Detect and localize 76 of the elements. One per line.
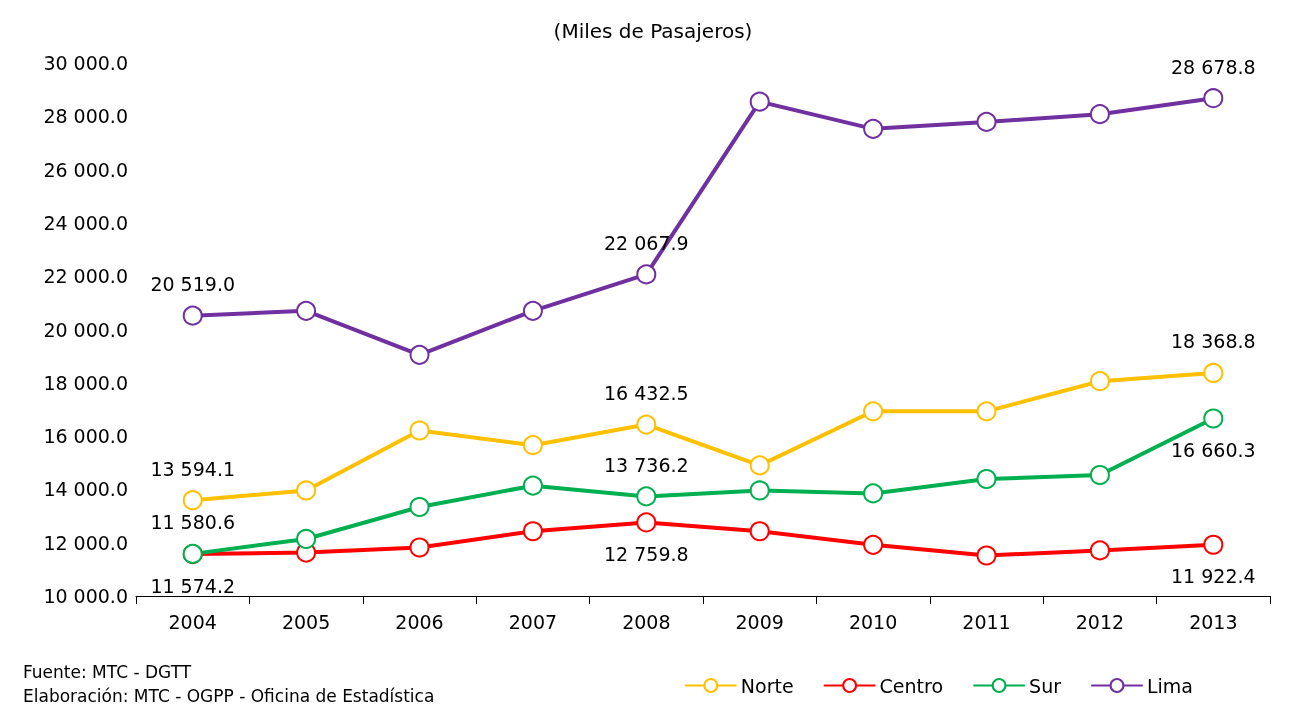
point xyxy=(976,545,997,566)
point xyxy=(296,528,317,549)
legend-label: Centro xyxy=(879,674,944,697)
point xyxy=(636,486,657,507)
text: Elaboración: MTC - OGPP - Oficina de Estadística xyxy=(23,685,435,706)
point xyxy=(636,264,657,285)
point xyxy=(409,344,430,365)
data-label: 20 519.0 xyxy=(150,273,235,296)
y-tick-label: 26 000.0 xyxy=(43,158,128,181)
data-label: 18 368.8 xyxy=(1171,330,1256,353)
point xyxy=(863,483,884,504)
point xyxy=(976,401,997,422)
y-tick-label: 18 000.0 xyxy=(43,371,128,394)
point xyxy=(522,475,543,496)
point xyxy=(1089,104,1110,125)
y-tick-label: 22 000.0 xyxy=(43,265,128,288)
data-label: 16 432.5 xyxy=(604,382,689,405)
x-tick-label: 2013 xyxy=(1189,610,1238,633)
y-tick-label: 28 000.0 xyxy=(43,105,128,128)
y-tick-label: 20 000.0 xyxy=(43,318,128,341)
x-tick-label: 2004 xyxy=(168,610,217,633)
point xyxy=(749,521,770,542)
point xyxy=(522,521,543,542)
point xyxy=(296,480,317,501)
point xyxy=(636,414,657,435)
x-tick-label: 2010 xyxy=(848,610,898,633)
point xyxy=(409,537,430,558)
point xyxy=(976,469,997,489)
data-label: 11 922.4 xyxy=(1171,565,1256,588)
y-tick-label: 10 000.0 xyxy=(43,585,128,607)
y-tick-label: 12 000.0 xyxy=(43,531,128,554)
point xyxy=(296,300,317,321)
data-label: 12 759.8 xyxy=(604,542,689,565)
point xyxy=(1203,408,1224,429)
point xyxy=(409,420,430,441)
point xyxy=(1089,465,1110,485)
point xyxy=(863,534,884,555)
x-tick-label: 2006 xyxy=(395,610,444,633)
point xyxy=(409,496,430,517)
point xyxy=(749,91,770,112)
y-tick-label: 30 000.0 xyxy=(43,52,128,74)
point xyxy=(1089,371,1110,392)
chart-title: (Miles de Pasajeros) xyxy=(553,19,753,43)
data-label: 16 660.3 xyxy=(1171,439,1256,461)
x-tick-label: 2007 xyxy=(508,610,558,633)
point xyxy=(522,435,543,456)
point xyxy=(863,401,884,422)
y-tick-label: 14 000.0 xyxy=(43,478,128,501)
point xyxy=(182,490,203,511)
point xyxy=(749,455,770,476)
x-tick-label: 2012 xyxy=(1075,610,1125,633)
data-label: 28 678.8 xyxy=(1171,55,1256,78)
x-tick-label: 2008 xyxy=(622,610,671,633)
data-label: 11 574.2 xyxy=(150,574,235,597)
point xyxy=(522,300,543,321)
data-label: 13 594.1 xyxy=(150,457,235,480)
source-note: Fuente: MTC - DGTT xyxy=(23,661,192,682)
legend-label: Lima xyxy=(1146,674,1193,697)
point xyxy=(1203,88,1224,109)
data-label: 13 736.2 xyxy=(604,453,689,476)
x-tick-label: 2011 xyxy=(962,610,1011,633)
legend-label: Norte xyxy=(740,674,794,697)
point xyxy=(182,305,203,326)
data-label: 11 580.6 xyxy=(150,511,235,534)
point xyxy=(976,111,997,132)
legend-label: Sur xyxy=(1029,674,1062,697)
x-tick-label: 2005 xyxy=(281,610,331,633)
point xyxy=(636,512,657,533)
point xyxy=(863,118,884,139)
point xyxy=(1203,534,1224,555)
y-tick-label: 24 000.0 xyxy=(43,211,128,234)
point xyxy=(1203,362,1224,383)
y-tick-label: 16 000.0 xyxy=(43,425,128,448)
point xyxy=(749,480,770,501)
point xyxy=(1089,540,1110,561)
x-tick-label: 2009 xyxy=(735,610,784,633)
